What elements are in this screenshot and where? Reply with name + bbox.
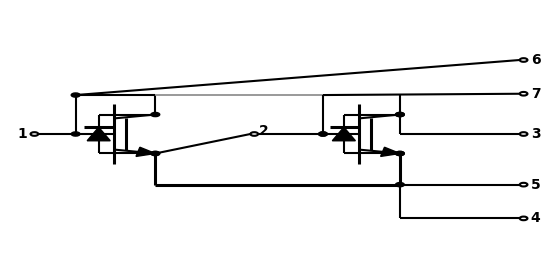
Text: 7: 7	[531, 87, 541, 101]
Circle shape	[396, 151, 405, 155]
Circle shape	[396, 183, 405, 187]
Polygon shape	[333, 127, 355, 141]
Text: 1: 1	[17, 127, 27, 141]
Circle shape	[151, 151, 160, 155]
Polygon shape	[136, 147, 155, 157]
Circle shape	[319, 132, 328, 136]
Polygon shape	[381, 147, 400, 157]
Circle shape	[396, 151, 405, 155]
Text: 3: 3	[531, 127, 541, 141]
Circle shape	[71, 93, 80, 97]
Text: 6: 6	[531, 53, 541, 67]
Text: 5: 5	[531, 178, 541, 192]
Circle shape	[151, 151, 160, 155]
Polygon shape	[87, 127, 110, 141]
Circle shape	[396, 113, 405, 117]
Circle shape	[151, 113, 160, 117]
Text: 2: 2	[259, 124, 269, 138]
Text: 4: 4	[531, 211, 541, 225]
Circle shape	[319, 132, 328, 136]
Circle shape	[396, 113, 405, 117]
Circle shape	[71, 132, 80, 136]
